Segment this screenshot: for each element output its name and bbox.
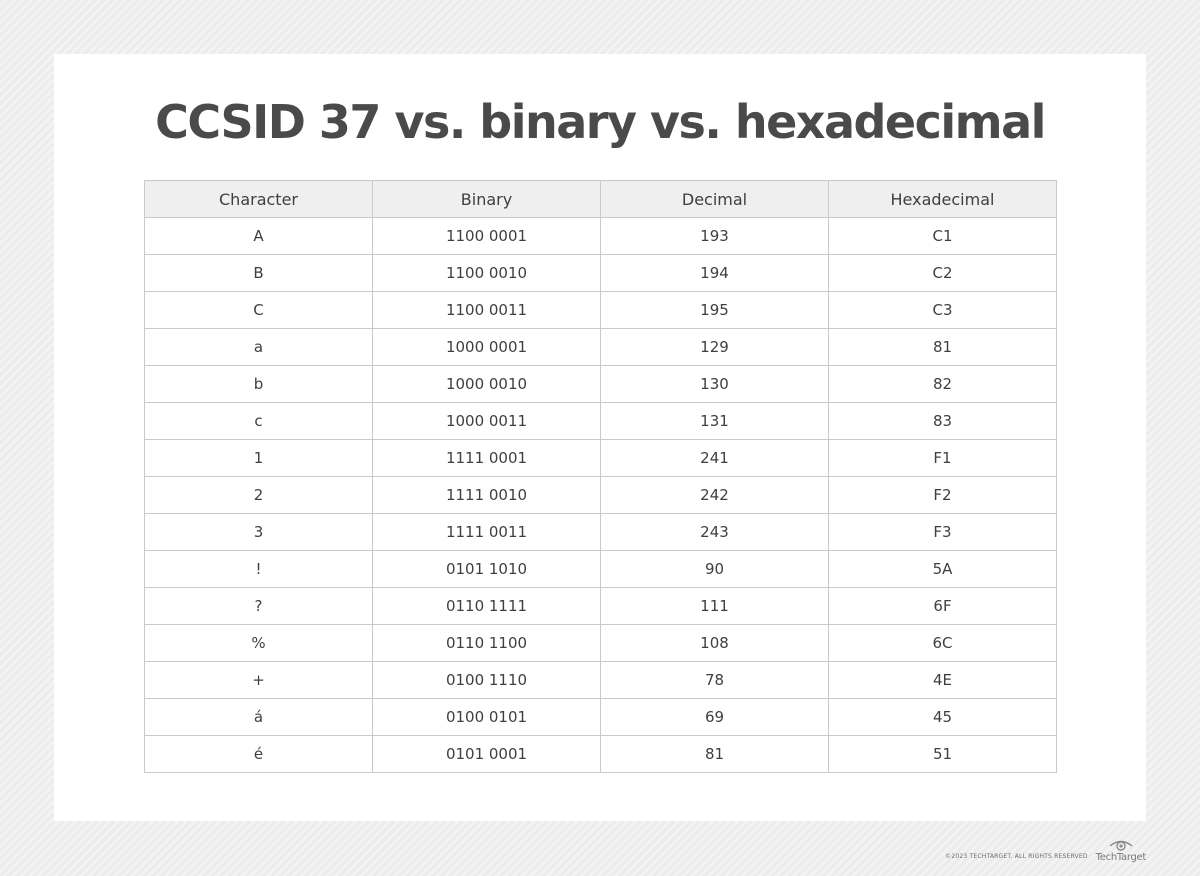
table-header-row: Character Binary Decimal Hexadecimal: [144, 180, 1057, 218]
cell-hexadecimal: C2: [828, 254, 1057, 292]
cell-character: +: [144, 661, 373, 699]
cell-decimal: 194: [600, 254, 829, 292]
cell-binary: 0110 1100: [372, 624, 601, 662]
cell-character: á: [144, 698, 373, 736]
table-row: +0100 1110 78 4E: [144, 661, 1057, 699]
footer: ©2023 TECHTARGET. ALL RIGHTS RESERVED Te…: [945, 836, 1146, 864]
table-row: A 1100 0001 193 C1: [144, 217, 1057, 255]
cell-hexadecimal: 6F: [828, 587, 1057, 625]
cell-hexadecimal: F3: [828, 513, 1057, 551]
table-row: a 1000 0001 129 81: [144, 328, 1057, 366]
cell-binary: 1111 0001: [372, 439, 601, 477]
cell-decimal: 129: [600, 328, 829, 366]
table-row: á 0100 0101 69 45: [144, 698, 1057, 736]
table-row: c 1000 0011 131 83: [144, 402, 1057, 440]
cell-decimal: 81: [600, 735, 829, 773]
cell-hexadecimal: 51: [828, 735, 1057, 773]
ccsid-table: Character Binary Decimal Hexadecimal A 11…: [144, 180, 1057, 773]
table-row: % 0110 1100 108 6C: [144, 624, 1057, 662]
cell-binary: 0110 1111: [372, 587, 601, 625]
table-body: A 1100 0001 193 C1 B 1100 0010 194 C2 C 1100 0011…: [144, 217, 1057, 773]
cell-binary: 0100 0101: [372, 698, 601, 736]
cell-character: é: [144, 735, 373, 773]
cell-hexadecimal: F2: [828, 476, 1057, 514]
cell-binary: 1000 0001: [372, 328, 601, 366]
cell-decimal: 130: [600, 365, 829, 403]
cell-character: b: [144, 365, 373, 403]
cell-decimal: 131: [600, 402, 829, 440]
cell-character: !: [144, 550, 373, 588]
cell-character: 3: [144, 513, 373, 551]
page-title: CCSID 37 vs. binary vs. hexadecimal: [155, 95, 1046, 149]
cell-binary: 1100 0010: [372, 254, 601, 292]
copyright-text: ©2023 TECHTARGET. ALL RIGHTS RESERVED: [945, 853, 1088, 860]
cell-decimal: 90: [600, 550, 829, 588]
cell-character: B: [144, 254, 373, 292]
cell-character: %: [144, 624, 373, 662]
cell-decimal: 241: [600, 439, 829, 477]
cell-decimal: 108: [600, 624, 829, 662]
cell-hexadecimal: 6C: [828, 624, 1057, 662]
cell-binary: 0100 1110: [372, 661, 601, 699]
table-row: 2 1111 0010 242 F2: [144, 476, 1057, 514]
column-header-hexadecimal: Hexadecimal: [828, 180, 1057, 218]
cell-character: 1: [144, 439, 373, 477]
cell-hexadecimal: C1: [828, 217, 1057, 255]
cell-hexadecimal: 5A: [828, 550, 1057, 588]
cell-character: c: [144, 402, 373, 440]
table-row: 1 1111 0001 241 F1: [144, 439, 1057, 477]
cell-character: ?: [144, 587, 373, 625]
table-row: ! 0101 1010 90 5A: [144, 550, 1057, 588]
cell-binary: 1100 0001: [372, 217, 601, 255]
column-header-decimal: Decimal: [600, 180, 829, 218]
cell-decimal: 111: [600, 587, 829, 625]
cell-hexadecimal: 82: [828, 365, 1057, 403]
cell-decimal: 78: [600, 661, 829, 699]
cell-hexadecimal: 4E: [828, 661, 1057, 699]
cell-binary: 0101 1010: [372, 550, 601, 588]
brand-name: TechTarget: [1095, 852, 1147, 863]
cell-hexadecimal: 81: [828, 328, 1057, 366]
cell-decimal: 243: [600, 513, 829, 551]
eye-logo-icon: [1109, 840, 1133, 851]
cell-decimal: 195: [600, 291, 829, 329]
table-row: ? 0110 1111 111 6F: [144, 587, 1057, 625]
cell-binary: 1000 0011: [372, 402, 601, 440]
cell-hexadecimal: C3: [828, 291, 1057, 329]
cell-hexadecimal: F1: [828, 439, 1057, 477]
table-row: é 0101 0001 81 51: [144, 735, 1057, 773]
cell-binary: 1100 0011: [372, 291, 601, 329]
cell-hexadecimal: 83: [828, 402, 1057, 440]
column-header-binary: Binary: [372, 180, 601, 218]
cell-decimal: 242: [600, 476, 829, 514]
cell-hexadecimal: 45: [828, 698, 1057, 736]
table-row: b 1000 0010 130 82: [144, 365, 1057, 403]
cell-character: a: [144, 328, 373, 366]
cell-binary: 1000 0010: [372, 365, 601, 403]
cell-decimal: 69: [600, 698, 829, 736]
table-row: B 1100 0010 194 C2: [144, 254, 1057, 292]
cell-character: 2: [144, 476, 373, 514]
cell-binary: 1111 0011: [372, 513, 601, 551]
table-row: C 1100 0011 195 C3: [144, 291, 1057, 329]
cell-binary: 1111 0010: [372, 476, 601, 514]
table-row: 3 1111 0011 243 F3: [144, 513, 1057, 551]
cell-decimal: 193: [600, 217, 829, 255]
column-header-character: Character: [144, 180, 373, 218]
brand-logo: TechTarget: [1096, 838, 1146, 864]
cell-character: C: [144, 291, 373, 329]
cell-character: A: [144, 217, 373, 255]
cell-binary: 0101 0001: [372, 735, 601, 773]
